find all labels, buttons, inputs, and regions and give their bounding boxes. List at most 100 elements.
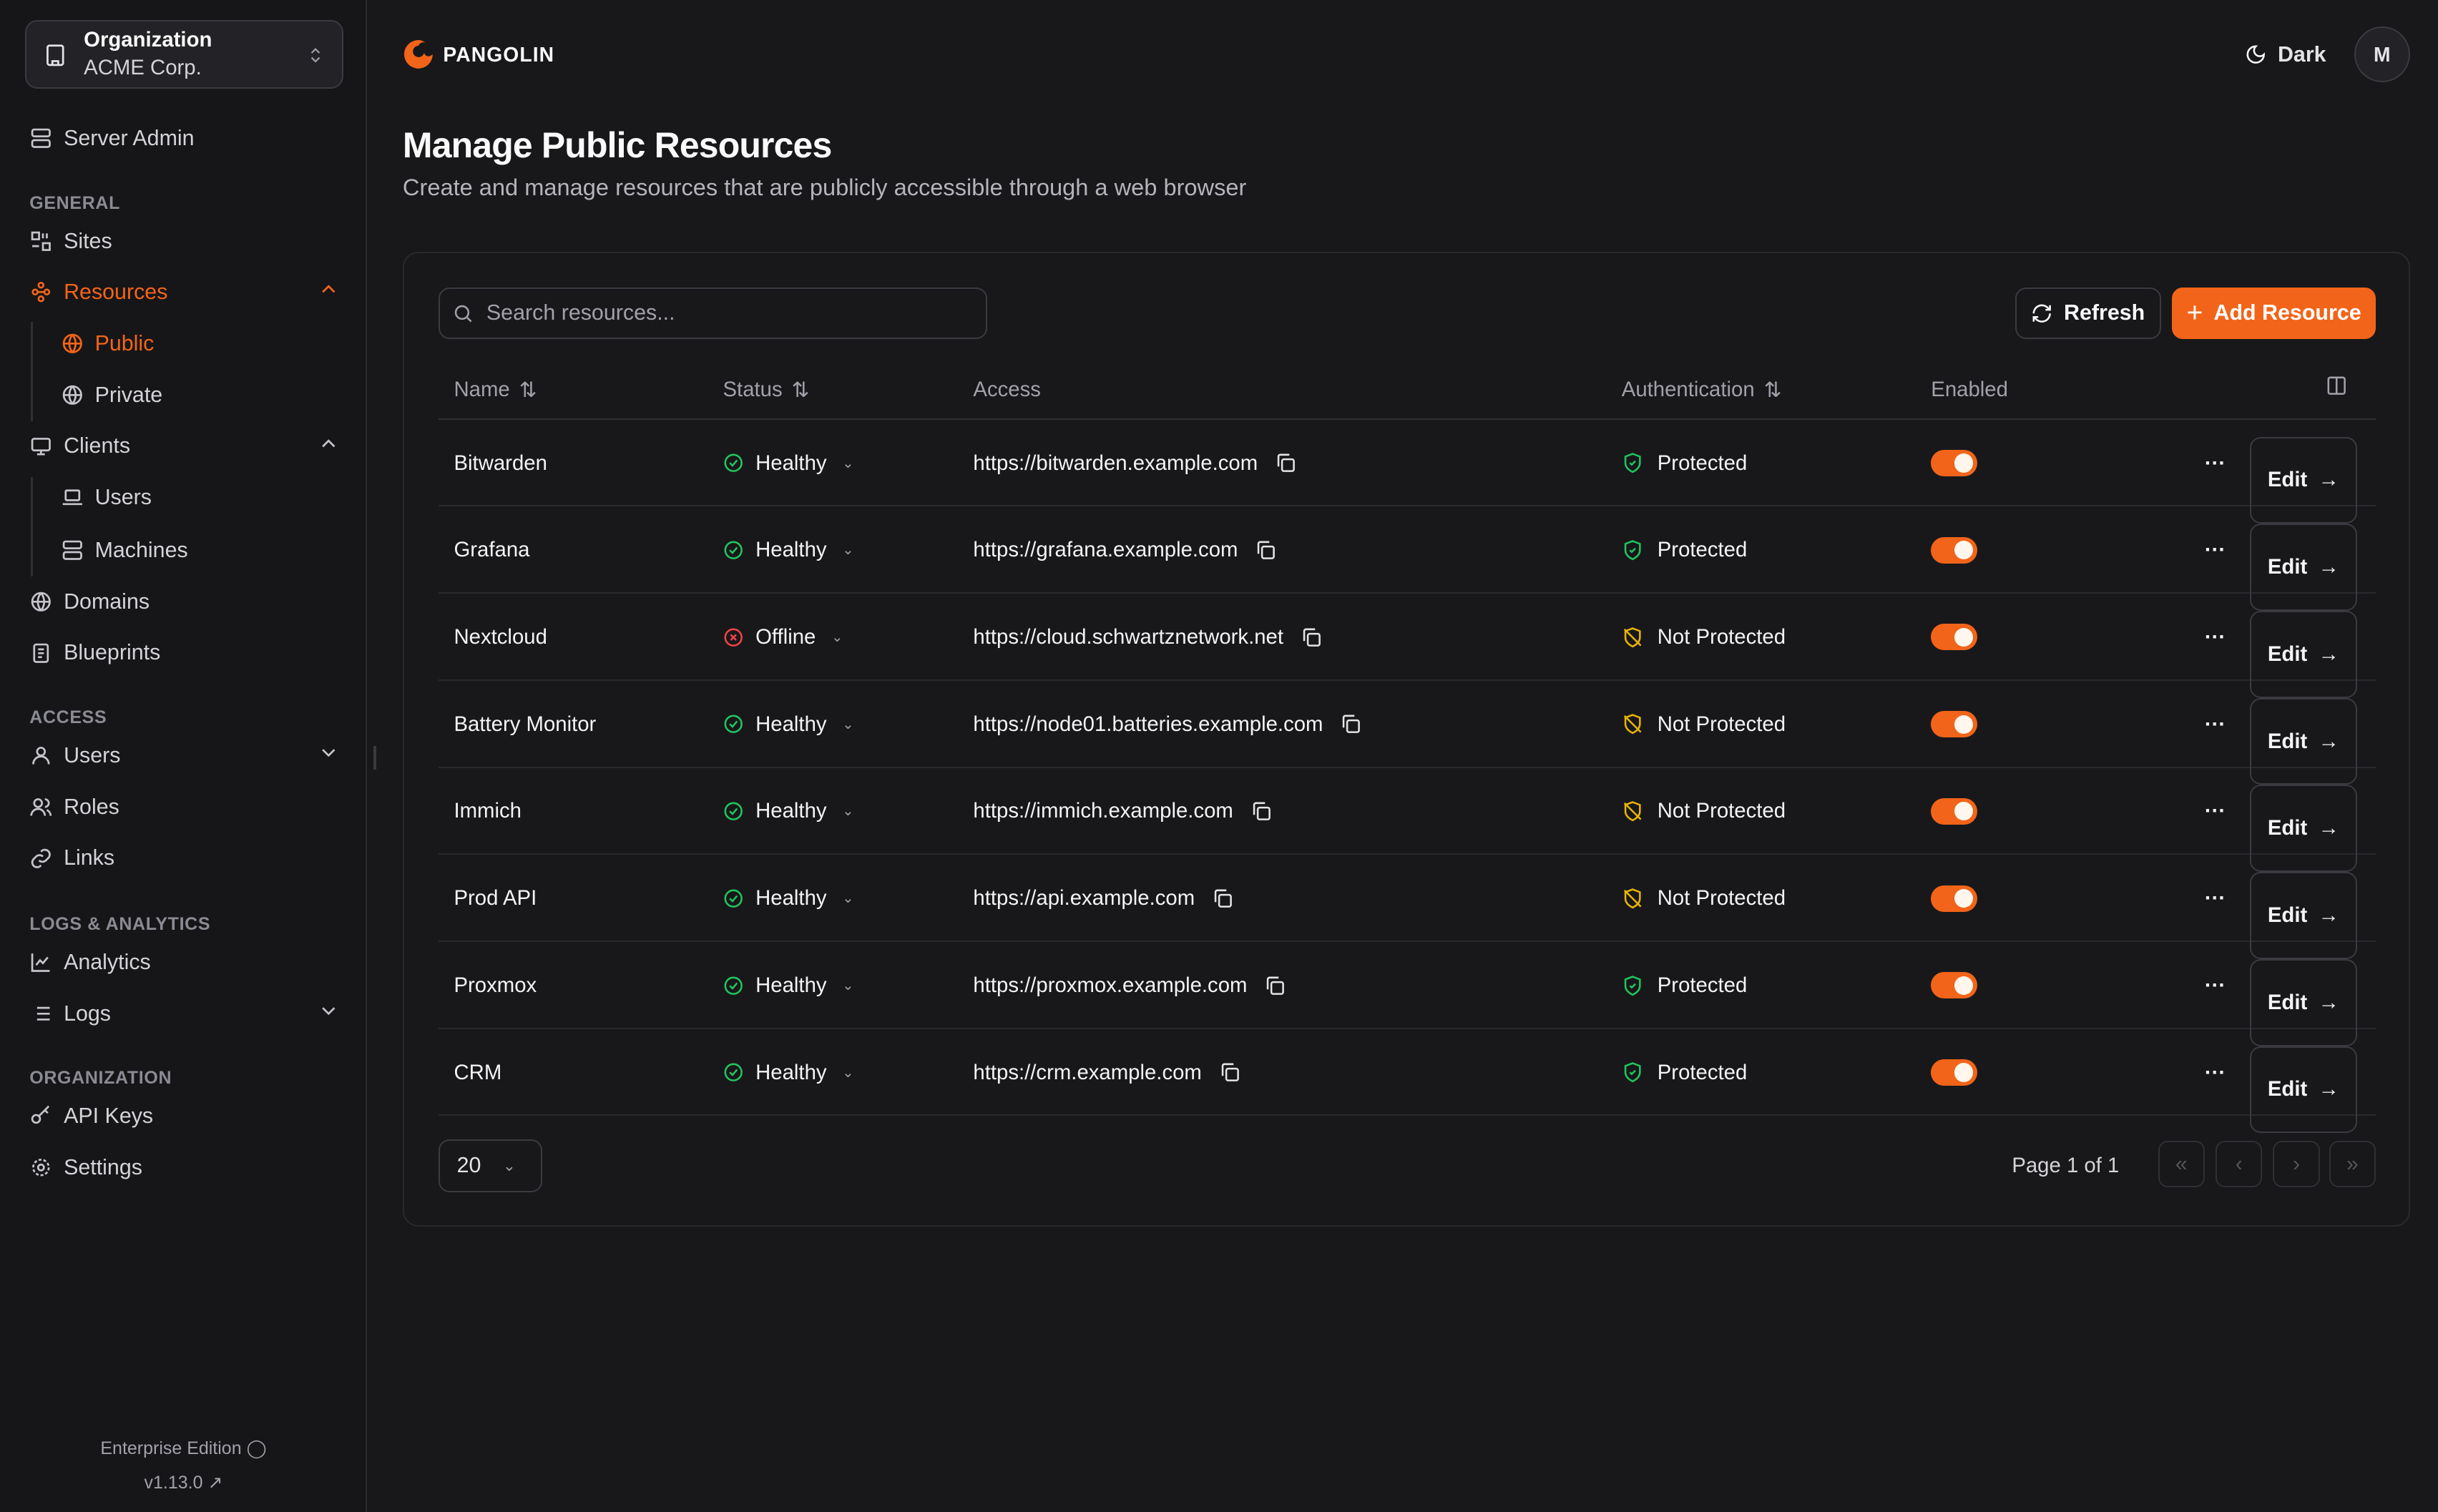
column-name[interactable]: Name ⇅ — [454, 378, 537, 402]
copy-icon[interactable] — [1340, 713, 1361, 735]
copy-icon[interactable] — [1301, 627, 1322, 648]
status-dropdown[interactable]: Healthy ⌄ — [723, 855, 854, 942]
edit-button[interactable]: Edit → — [2249, 958, 2357, 1046]
enabled-toggle[interactable] — [1931, 885, 1978, 912]
enabled-toggle[interactable] — [1931, 711, 1978, 738]
access-url[interactable]: https://api.example.com — [973, 886, 1195, 910]
prev-page-button[interactable]: ‹ — [2216, 1141, 2263, 1188]
chevron-down-icon: ⌄ — [842, 455, 854, 471]
edit-button[interactable]: Edit → — [2249, 524, 2357, 611]
access-url[interactable]: https://node01.batteries.example.com — [973, 712, 1323, 736]
users-icon — [30, 797, 52, 816]
enabled-toggle[interactable] — [1931, 624, 1978, 651]
status-text: Healthy — [755, 538, 827, 562]
enabled-toggle[interactable] — [1931, 1059, 1978, 1086]
next-page-button[interactable]: › — [2273, 1141, 2320, 1188]
copy-icon[interactable] — [1250, 800, 1272, 822]
sidebar-item-label: Roles — [64, 794, 119, 819]
access-url[interactable]: https://cloud.schwartznetwork.net — [973, 624, 1284, 649]
more-actions-icon[interactable]: ··· — [2204, 973, 2226, 997]
sidebar-item-resources[interactable]: Resources — [29, 280, 341, 305]
sidebar-item-server-admin[interactable]: Server Admin — [29, 126, 341, 151]
more-actions-icon[interactable]: ··· — [2204, 538, 2226, 562]
refresh-button[interactable]: Refresh — [2014, 287, 2161, 339]
sidebar-item-users-client[interactable]: Users — [61, 485, 325, 510]
divider — [31, 477, 33, 577]
sidebar-item-clients[interactable]: Clients — [29, 433, 341, 458]
sidebar-item-logs[interactable]: Logs — [29, 1001, 341, 1026]
resource-name: Battery Monitor — [454, 712, 597, 736]
sidebar-item-label: Clients — [64, 433, 131, 458]
edit-button[interactable]: Edit → — [2249, 872, 2357, 959]
access-url[interactable]: https://crm.example.com — [973, 1060, 1202, 1084]
sidebar-item-api-keys[interactable]: API Keys — [29, 1104, 341, 1129]
search-input[interactable] — [486, 300, 953, 326]
access-url[interactable]: https://immich.example.com — [973, 799, 1233, 823]
shield-check-icon — [1624, 975, 1641, 996]
access-url[interactable]: https://grafana.example.com — [973, 538, 1238, 562]
enabled-toggle[interactable] — [1931, 450, 1978, 476]
chevron-down-icon: ⌄ — [502, 1156, 517, 1174]
copy-icon[interactable] — [1255, 539, 1276, 561]
last-page-button[interactable]: » — [2329, 1141, 2376, 1188]
auth-text: Not Protected — [1657, 624, 1786, 649]
sidebar-item-blueprints[interactable]: Blueprints — [29, 640, 341, 665]
status-dropdown[interactable]: Healthy ⌄ — [723, 681, 854, 768]
sidebar-item-public[interactable]: Public — [61, 331, 325, 356]
more-actions-icon[interactable]: ··· — [2204, 1060, 2226, 1084]
copy-icon[interactable] — [1275, 452, 1296, 473]
column-enabled: Enabled — [1931, 377, 2008, 401]
columns-toggle-icon[interactable] — [2326, 375, 2347, 396]
sidebar-item-roles[interactable]: Roles — [29, 795, 341, 820]
status-dropdown[interactable]: Healthy ⌄ — [723, 1029, 854, 1116]
chevron-up-icon — [317, 278, 341, 307]
sidebar-item-private[interactable]: Private — [61, 383, 325, 408]
access-url[interactable]: https://bitwarden.example.com — [973, 451, 1258, 475]
more-actions-icon[interactable]: ··· — [2204, 451, 2226, 475]
column-authentication[interactable]: Authentication ⇅ — [1621, 378, 1782, 402]
brand-logo[interactable]: PANGOLIN — [401, 37, 554, 72]
status-dropdown[interactable]: Healthy ⌄ — [723, 506, 854, 594]
sidebar-item-links[interactable]: Links — [29, 845, 341, 870]
column-status[interactable]: Status ⇅ — [723, 378, 810, 402]
theme-toggle[interactable]: Dark — [2245, 42, 2326, 67]
edition-link[interactable]: Enterprise Edition ◯ — [0, 1438, 367, 1459]
first-page-button[interactable]: « — [2158, 1141, 2205, 1188]
sidebar-item-sites[interactable]: Sites — [29, 229, 341, 254]
more-actions-icon[interactable]: ··· — [2204, 624, 2226, 649]
copy-icon[interactable] — [1219, 1061, 1240, 1083]
sidebar-item-label: Users — [94, 485, 152, 510]
sidebar-item-domains[interactable]: Domains — [29, 589, 341, 614]
sidebar-resize-handle[interactable] — [373, 746, 376, 770]
copy-icon[interactable] — [1264, 975, 1286, 996]
edit-button[interactable]: Edit → — [2249, 436, 2357, 524]
chevron-down-icon: ⌄ — [842, 803, 854, 820]
enabled-toggle[interactable] — [1931, 797, 1978, 825]
sidebar-item-users[interactable]: Users — [29, 743, 341, 768]
status-dropdown[interactable]: Healthy ⌄ — [723, 420, 854, 507]
sidebar-item-analytics[interactable]: Analytics — [29, 950, 341, 975]
add-resource-button[interactable]: + Add Resource — [2172, 287, 2376, 339]
avatar[interactable]: M — [2354, 26, 2410, 83]
edit-button[interactable]: Edit → — [2249, 610, 2357, 698]
page-size-select[interactable]: 20 ⌄ — [438, 1139, 543, 1192]
edit-button[interactable]: Edit → — [2249, 785, 2357, 873]
org-switcher[interactable]: Organization ACME Corp. — [24, 20, 344, 89]
version-link[interactable]: v1.13.0 ↗ — [0, 1472, 367, 1493]
more-actions-icon[interactable]: ··· — [2204, 886, 2226, 910]
edit-button[interactable]: Edit → — [2249, 697, 2357, 785]
status-dropdown[interactable]: Offline ⌄ — [723, 594, 843, 681]
sidebar-item-machines[interactable]: Machines — [61, 538, 325, 563]
edit-button[interactable]: Edit → — [2249, 1046, 2357, 1134]
more-actions-icon[interactable]: ··· — [2204, 799, 2226, 823]
copy-icon[interactable] — [1212, 888, 1233, 909]
search-field[interactable] — [438, 287, 987, 339]
status-dropdown[interactable]: Healthy ⌄ — [723, 942, 854, 1029]
more-actions-icon[interactable]: ··· — [2204, 712, 2226, 736]
enabled-toggle[interactable] — [1931, 536, 1978, 564]
enabled-toggle[interactable] — [1931, 972, 1978, 999]
access-url[interactable]: https://proxmox.example.com — [973, 973, 1248, 997]
status-dropdown[interactable]: Healthy ⌄ — [723, 768, 854, 855]
sidebar-item-settings[interactable]: Settings — [29, 1155, 341, 1180]
edit-label: Edit — [2267, 555, 2308, 579]
